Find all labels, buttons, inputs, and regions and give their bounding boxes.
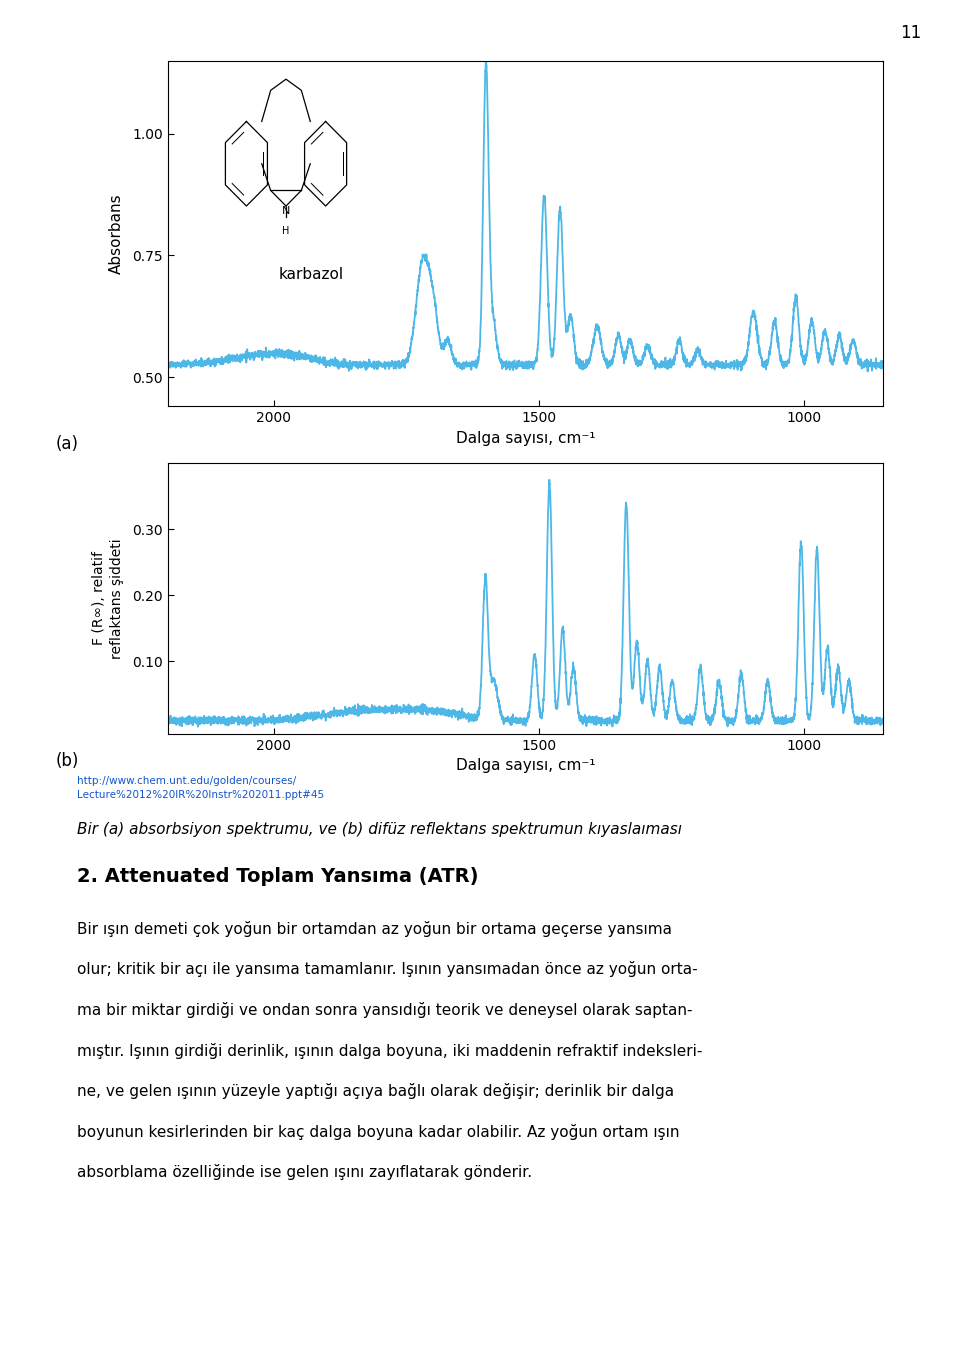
Text: ma bir miktar girdiği ve ondan sonra yansıdığı teorik ve deneysel olarak saptan-: ma bir miktar girdiği ve ondan sonra yan… bbox=[77, 1002, 692, 1018]
Text: olur; kritik bir açı ile yansıma tamamlanır. Işının yansımadan önce az yoğun ort: olur; kritik bir açı ile yansıma tamamla… bbox=[77, 961, 697, 978]
Text: Bir ışın demeti çok yoğun bir ortamdan az yoğun bir ortama geçerse yansıma: Bir ışın demeti çok yoğun bir ortamdan a… bbox=[77, 921, 672, 937]
Y-axis label: Absorbans: Absorbans bbox=[109, 194, 124, 274]
Text: ne, ve gelen ışının yüzeyle yaptığı açıya bağlı olarak değişir; derinlik bir dal: ne, ve gelen ışının yüzeyle yaptığı açıy… bbox=[77, 1083, 674, 1099]
Text: absorblama özelliğinde ise gelen ışını zayıflatarak gönderir.: absorblama özelliğinde ise gelen ışını z… bbox=[77, 1164, 532, 1181]
Text: (b): (b) bbox=[56, 751, 79, 770]
Text: karbazol: karbazol bbox=[278, 268, 344, 283]
X-axis label: Dalga sayısı, cm⁻¹: Dalga sayısı, cm⁻¹ bbox=[456, 758, 595, 773]
Text: mıştır. Işının girdiği derinlik, ışının dalga boyuna, iki maddenin refraktif ind: mıştır. Işının girdiği derinlik, ışının … bbox=[77, 1043, 702, 1059]
Text: 11: 11 bbox=[900, 24, 922, 42]
Text: (a): (a) bbox=[56, 435, 79, 454]
X-axis label: Dalga sayısı, cm⁻¹: Dalga sayısı, cm⁻¹ bbox=[456, 431, 595, 445]
Text: boyunun kesirlerinden bir kaç dalga boyuna kadar olabilir. Az yoğun ortam ışın: boyunun kesirlerinden bir kaç dalga boyu… bbox=[77, 1124, 680, 1140]
Text: http://www.chem.unt.edu/golden/courses/
Lecture%2012%20IR%20Instr%202011.ppt#45: http://www.chem.unt.edu/golden/courses/ … bbox=[77, 776, 324, 800]
Y-axis label: F (R∞), relatif
reflaktans şiddeti: F (R∞), relatif reflaktans şiddeti bbox=[91, 538, 124, 659]
Text: Bir (a) absorbsiyon spektrumu, ve (b) difüz reflektans spektrumun kıyaslaıması: Bir (a) absorbsiyon spektrumu, ve (b) di… bbox=[77, 822, 682, 837]
Text: 2. Attenuated Toplam Yansıma (ATR): 2. Attenuated Toplam Yansıma (ATR) bbox=[77, 867, 478, 886]
